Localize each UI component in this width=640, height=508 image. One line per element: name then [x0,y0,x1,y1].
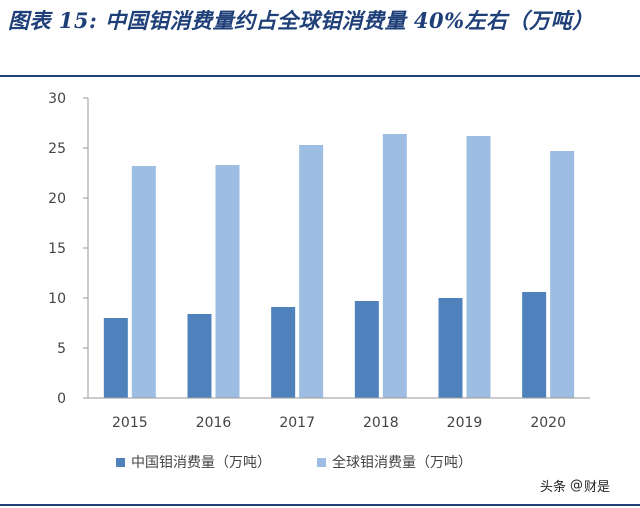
x-tick-label: 2016 [196,415,232,431]
bar-global-2017 [299,145,324,398]
bar-global-2019 [466,136,491,398]
x-tick-label: 2019 [447,415,483,431]
legend-label-china: 中国钼消费量（万吨） [131,455,271,471]
bar-china-2015 [103,318,128,398]
chart-legend: 中国钼消费量（万吨） 全球钼消费量（万吨） [116,452,518,472]
y-tick-label: 0 [57,391,66,407]
x-tick-label: 2018 [363,415,399,431]
y-tick-label: 10 [48,291,66,307]
bar-china-2018 [354,301,379,398]
y-tick-label: 25 [48,141,66,157]
bar-global-2020 [550,151,575,398]
legend-item-china: 中国钼消费量（万吨） [116,452,271,472]
watermark: 头条 @ 财是 [540,476,610,495]
x-tick-label: 2017 [279,415,315,431]
bar-china-2019 [438,298,463,398]
bar-global-2018 [382,134,407,398]
bottom-divider [0,504,640,506]
bar-global-2015 [131,166,156,398]
legend-swatch-china [116,457,125,467]
legend-label-global: 全球钼消费量（万吨） [332,455,472,471]
bar-china-2020 [522,292,547,398]
watermark-at: @ [570,478,584,493]
y-tick-label: 5 [57,341,66,357]
title-divider [0,75,640,77]
legend-item-global: 全球钼消费量（万吨） [317,452,472,472]
y-tick-label: 15 [48,241,66,257]
chart-title: 图表 15: 中国钼消费量约占全球钼消费量 40%左右（万吨） [8,8,594,33]
y-tick-label: 30 [48,91,66,107]
x-tick-label: 2015 [112,415,148,431]
bar-china-2017 [271,307,296,398]
x-tick-label: 2020 [530,415,566,431]
watermark-account: 财是 [584,480,611,495]
y-tick-label: 20 [48,191,66,207]
watermark-brand: 头条 [540,480,567,495]
bar-global-2016 [215,165,240,398]
legend-swatch-global [317,457,326,467]
bar-china-2016 [187,314,212,398]
